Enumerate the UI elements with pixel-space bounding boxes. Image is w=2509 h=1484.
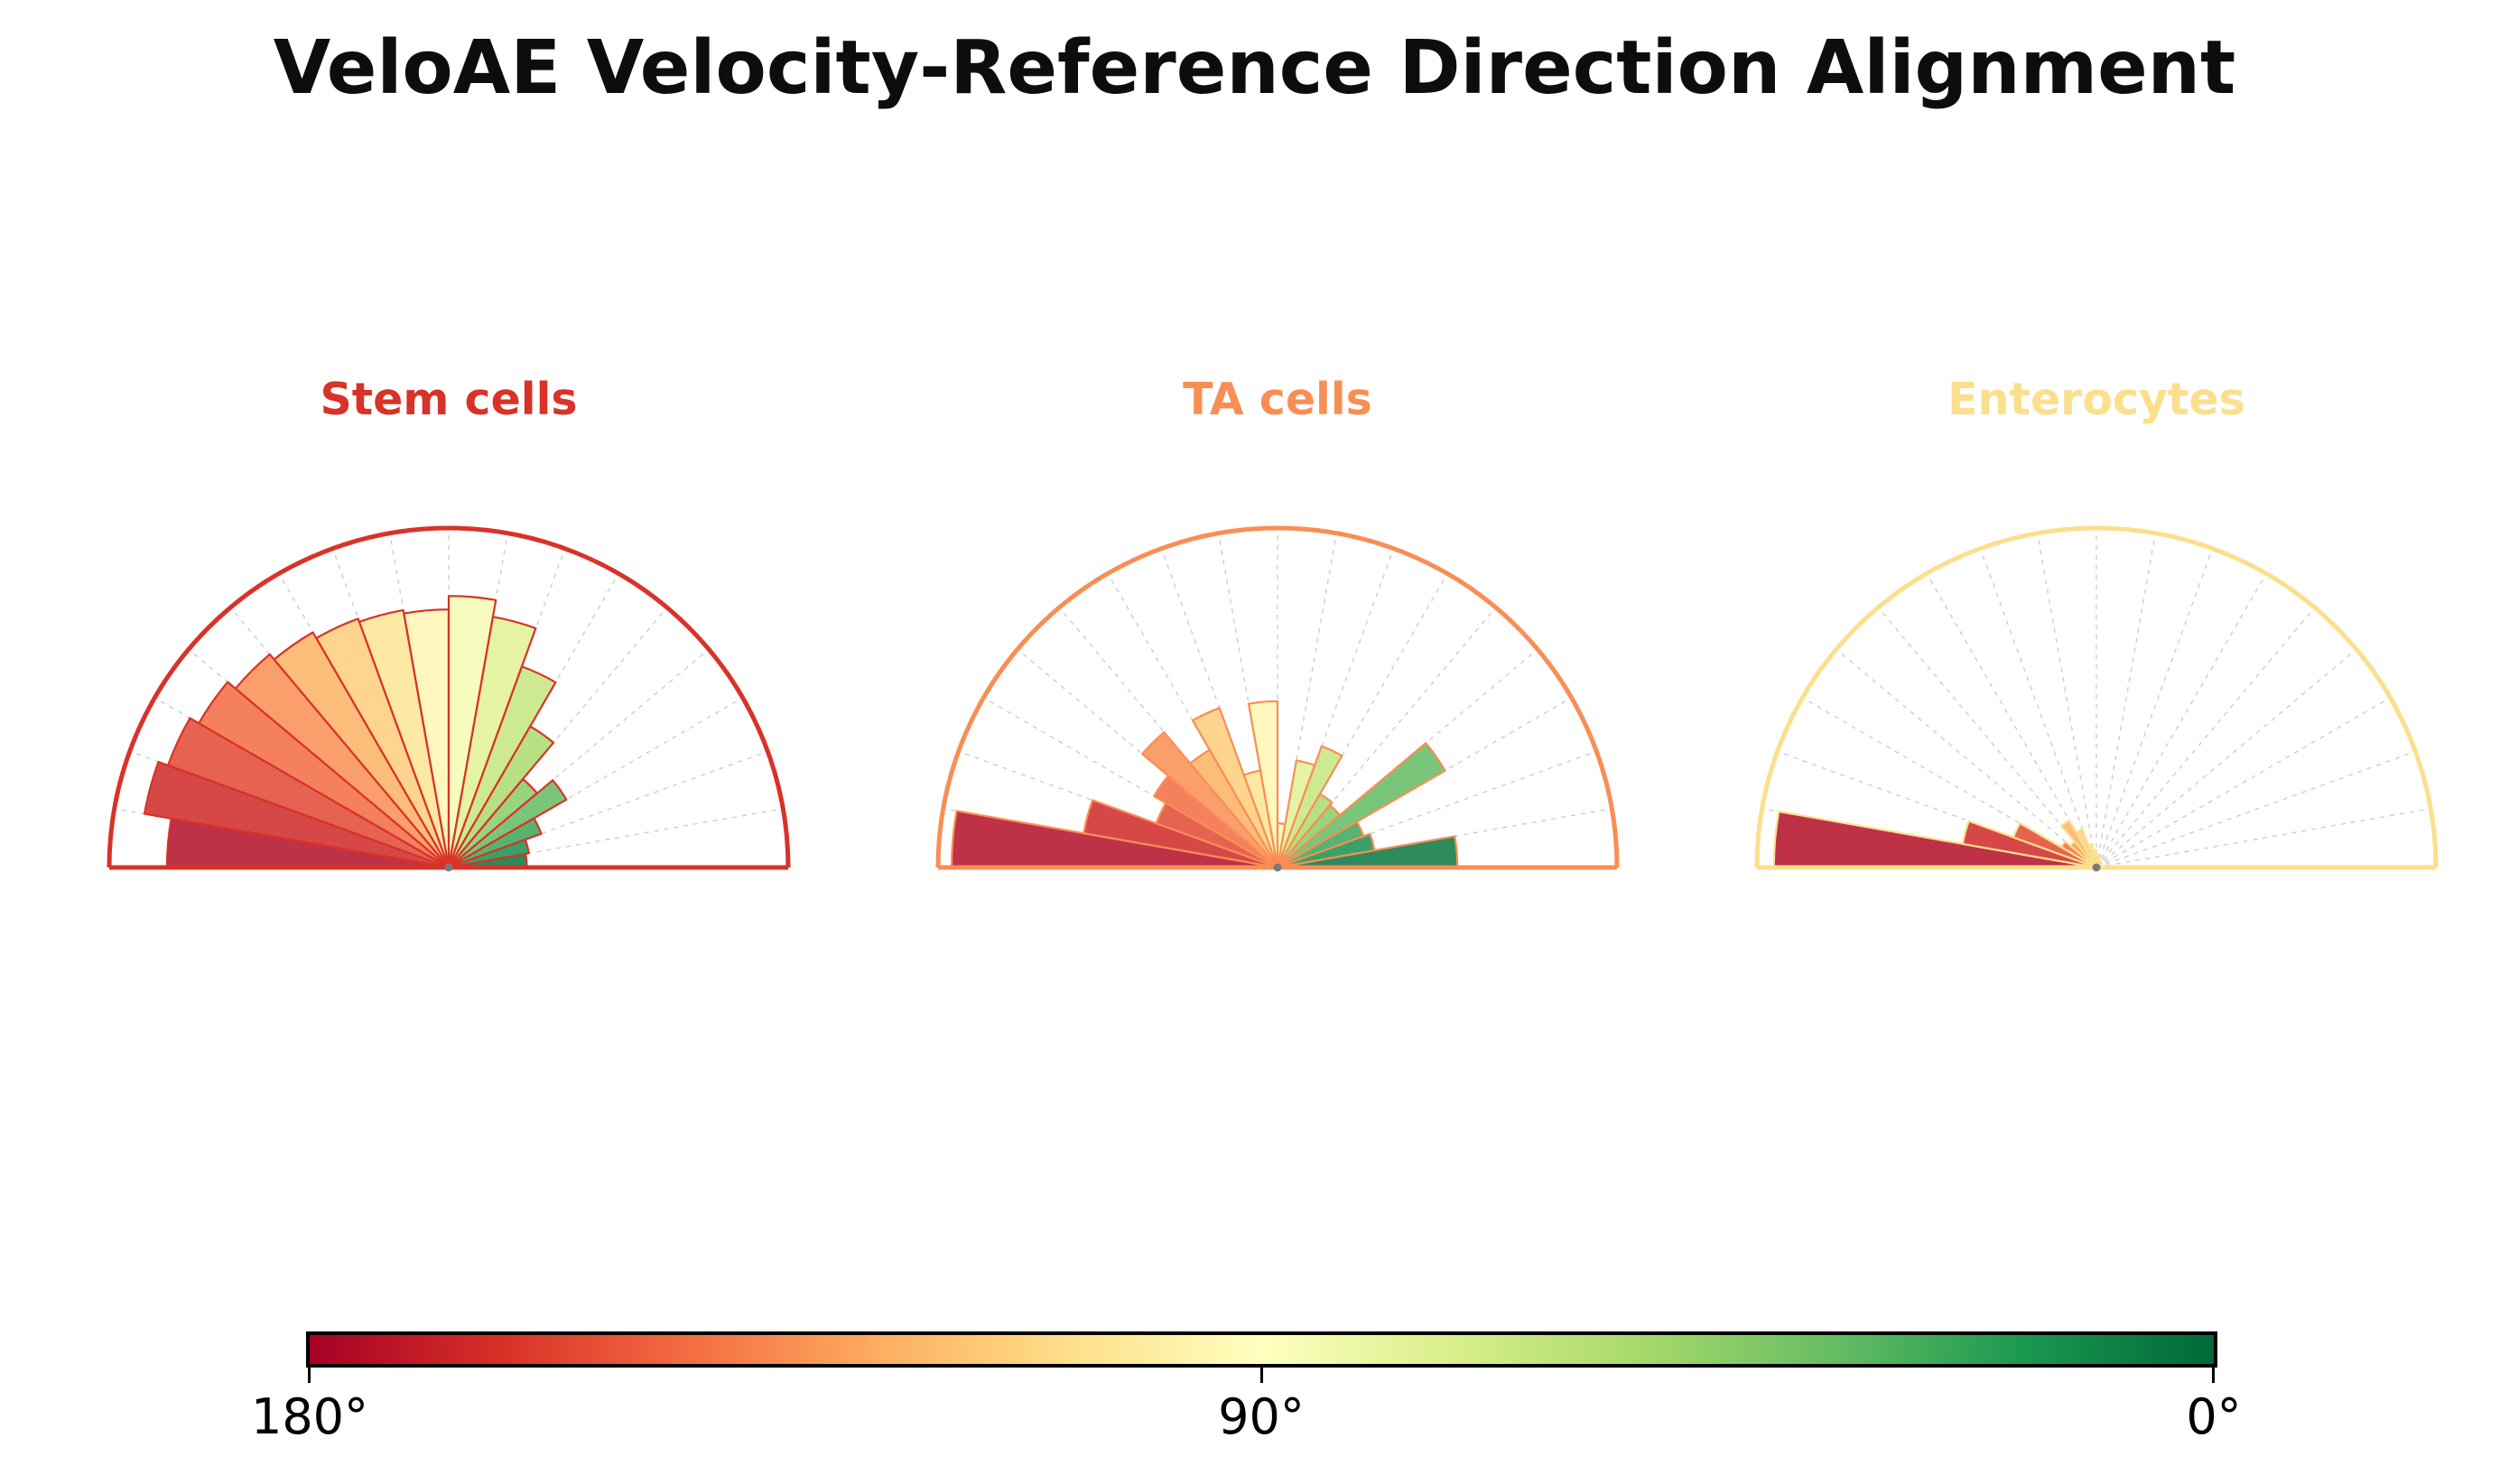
rose-plot-ta-cells bbox=[935, 525, 1620, 872]
colorbar-tick-180 bbox=[308, 1368, 311, 1383]
subplot-title-ta-cells: TA cells bbox=[1183, 374, 1372, 425]
rose-plot-stem-cells bbox=[107, 525, 791, 872]
colorbar-label-180: 180° bbox=[250, 1388, 369, 1445]
colorbar-tick-90 bbox=[1260, 1368, 1263, 1383]
colorbar-label-90: 90° bbox=[1218, 1388, 1305, 1445]
rose-plot-enterocytes bbox=[1754, 525, 2439, 872]
subplot-title-stem-cells: Stem cells bbox=[320, 374, 578, 425]
colorbar-tick-0 bbox=[2212, 1368, 2215, 1383]
figure-title: VeloAE Velocity-Reference Direction Alig… bbox=[273, 25, 2236, 111]
colorbar-label-0: 0° bbox=[2186, 1388, 2242, 1445]
colorbar-gradient bbox=[306, 1331, 2217, 1368]
subplot-title-enterocytes: Enterocytes bbox=[1947, 374, 2245, 425]
